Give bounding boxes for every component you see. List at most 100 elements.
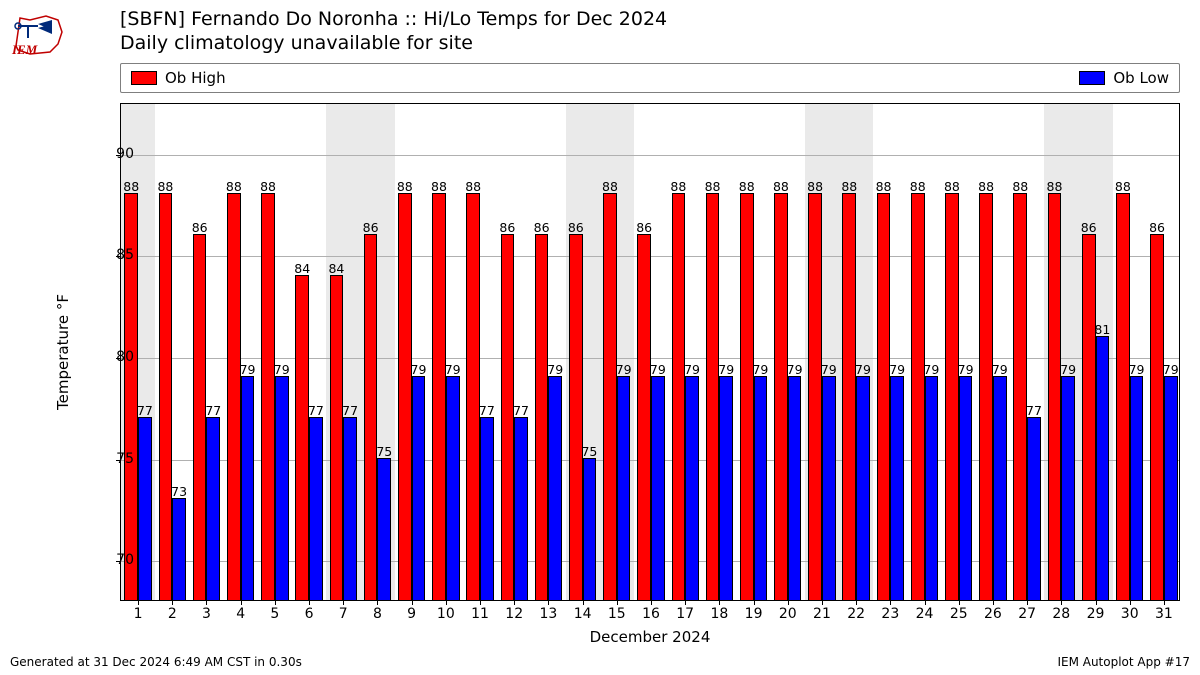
- bar-low-label: 73: [171, 484, 187, 499]
- bar-high-label: 88: [876, 179, 892, 194]
- xtick-mark: [856, 600, 857, 605]
- bar-high: [672, 193, 686, 600]
- xtick-mark: [172, 600, 173, 605]
- xtick-label: 17: [670, 606, 700, 622]
- bar-low-label: 79: [274, 362, 290, 377]
- xtick-mark: [583, 600, 584, 605]
- xtick-mark: [275, 600, 276, 605]
- bar-high-label: 86: [192, 220, 208, 235]
- bar-low: [548, 376, 562, 600]
- bar-low-label: 79: [1129, 362, 1145, 377]
- bar-high: [740, 193, 754, 600]
- bar-low-label: 79: [821, 362, 837, 377]
- bar-low-label: 79: [752, 362, 768, 377]
- bar-high: [159, 193, 173, 600]
- xtick-label: 3: [191, 606, 221, 622]
- bar-high: [330, 275, 344, 600]
- bar-low-label: 77: [137, 403, 153, 418]
- bar-low: [309, 417, 323, 600]
- bar-high-label: 88: [944, 179, 960, 194]
- bar-low: [993, 376, 1007, 600]
- bar-high-label: 86: [499, 220, 515, 235]
- bar-high: [877, 193, 891, 600]
- bar-high-label: 86: [568, 220, 584, 235]
- xtick-label: 2: [157, 606, 187, 622]
- bar-high: [227, 193, 241, 600]
- xtick-mark: [617, 600, 618, 605]
- bar-high: [364, 234, 378, 600]
- bar-high-label: 88: [226, 179, 242, 194]
- bar-low-label: 79: [958, 362, 974, 377]
- bar-low-label: 79: [684, 362, 700, 377]
- bar-low-label: 77: [308, 403, 324, 418]
- xtick-mark: [309, 600, 310, 605]
- bar-high-label: 88: [465, 179, 481, 194]
- bar-low: [651, 376, 665, 600]
- bar-low-label: 79: [411, 362, 427, 377]
- xtick-mark: [890, 600, 891, 605]
- bar-high-label: 88: [1115, 179, 1131, 194]
- gridline: [121, 155, 1179, 156]
- bar-high: [637, 234, 651, 600]
- bar-high-label: 88: [1012, 179, 1028, 194]
- bar-low-label: 79: [616, 362, 632, 377]
- xtick-label: 5: [260, 606, 290, 622]
- bar-high-label: 86: [1081, 220, 1097, 235]
- xtick-label: 30: [1115, 606, 1145, 622]
- xtick-label: 21: [807, 606, 837, 622]
- bar-low: [1164, 376, 1178, 600]
- bar-high-label: 88: [123, 179, 139, 194]
- bar-low: [138, 417, 152, 600]
- xtick-mark: [1061, 600, 1062, 605]
- bar-high-label: 88: [397, 179, 413, 194]
- xtick-label: 26: [978, 606, 1008, 622]
- bar-high-label: 88: [1047, 179, 1063, 194]
- bar-low: [206, 417, 220, 600]
- legend-item-high: Ob High: [131, 69, 226, 87]
- xtick-label: 28: [1046, 606, 1076, 622]
- xtick-mark: [480, 600, 481, 605]
- xtick-mark: [1027, 600, 1028, 605]
- bar-low-label: 81: [1094, 322, 1110, 337]
- xtick-mark: [241, 600, 242, 605]
- bar-high: [945, 193, 959, 600]
- bar-low-label: 79: [992, 362, 1008, 377]
- bar-high-label: 88: [910, 179, 926, 194]
- bar-low: [412, 376, 426, 600]
- xtick-mark: [206, 600, 207, 605]
- bar-low-label: 79: [650, 362, 666, 377]
- xtick-label: 8: [362, 606, 392, 622]
- footer-generated: Generated at 31 Dec 2024 6:49 AM CST in …: [10, 655, 302, 669]
- bar-high-label: 88: [670, 179, 686, 194]
- bar-high: [432, 193, 446, 600]
- bar-high-label: 88: [841, 179, 857, 194]
- bar-high-label: 84: [294, 261, 310, 276]
- bar-low: [822, 376, 836, 600]
- bar-low-label: 75: [376, 444, 392, 459]
- bar-low: [480, 417, 494, 600]
- bar-high-label: 88: [602, 179, 618, 194]
- xtick-label: 27: [1012, 606, 1042, 622]
- bar-high: [1013, 193, 1027, 600]
- legend: Ob High Ob Low: [120, 63, 1180, 93]
- xtick-label: 6: [294, 606, 324, 622]
- bar-high-label: 88: [431, 179, 447, 194]
- bar-low: [446, 376, 460, 600]
- ytick-label: 90: [94, 146, 134, 162]
- xtick-mark: [138, 600, 139, 605]
- bar-high: [295, 275, 309, 600]
- bar-low-label: 79: [445, 362, 461, 377]
- bar-high-label: 88: [260, 179, 276, 194]
- legend-item-low: Ob Low: [1079, 69, 1169, 87]
- legend-swatch-high: [131, 71, 157, 85]
- bar-high: [261, 193, 275, 600]
- title-line1: [SBFN] Fernando Do Noronha :: Hi/Lo Temp…: [120, 8, 667, 32]
- xtick-label: 9: [397, 606, 427, 622]
- xtick-label: 7: [328, 606, 358, 622]
- bar-low: [1130, 376, 1144, 600]
- legend-swatch-low: [1079, 71, 1105, 85]
- xtick-mark: [1096, 600, 1097, 605]
- title-line2: Daily climatology unavailable for site: [120, 32, 667, 56]
- ytick-label: 75: [94, 451, 134, 467]
- bar-low: [1061, 376, 1075, 600]
